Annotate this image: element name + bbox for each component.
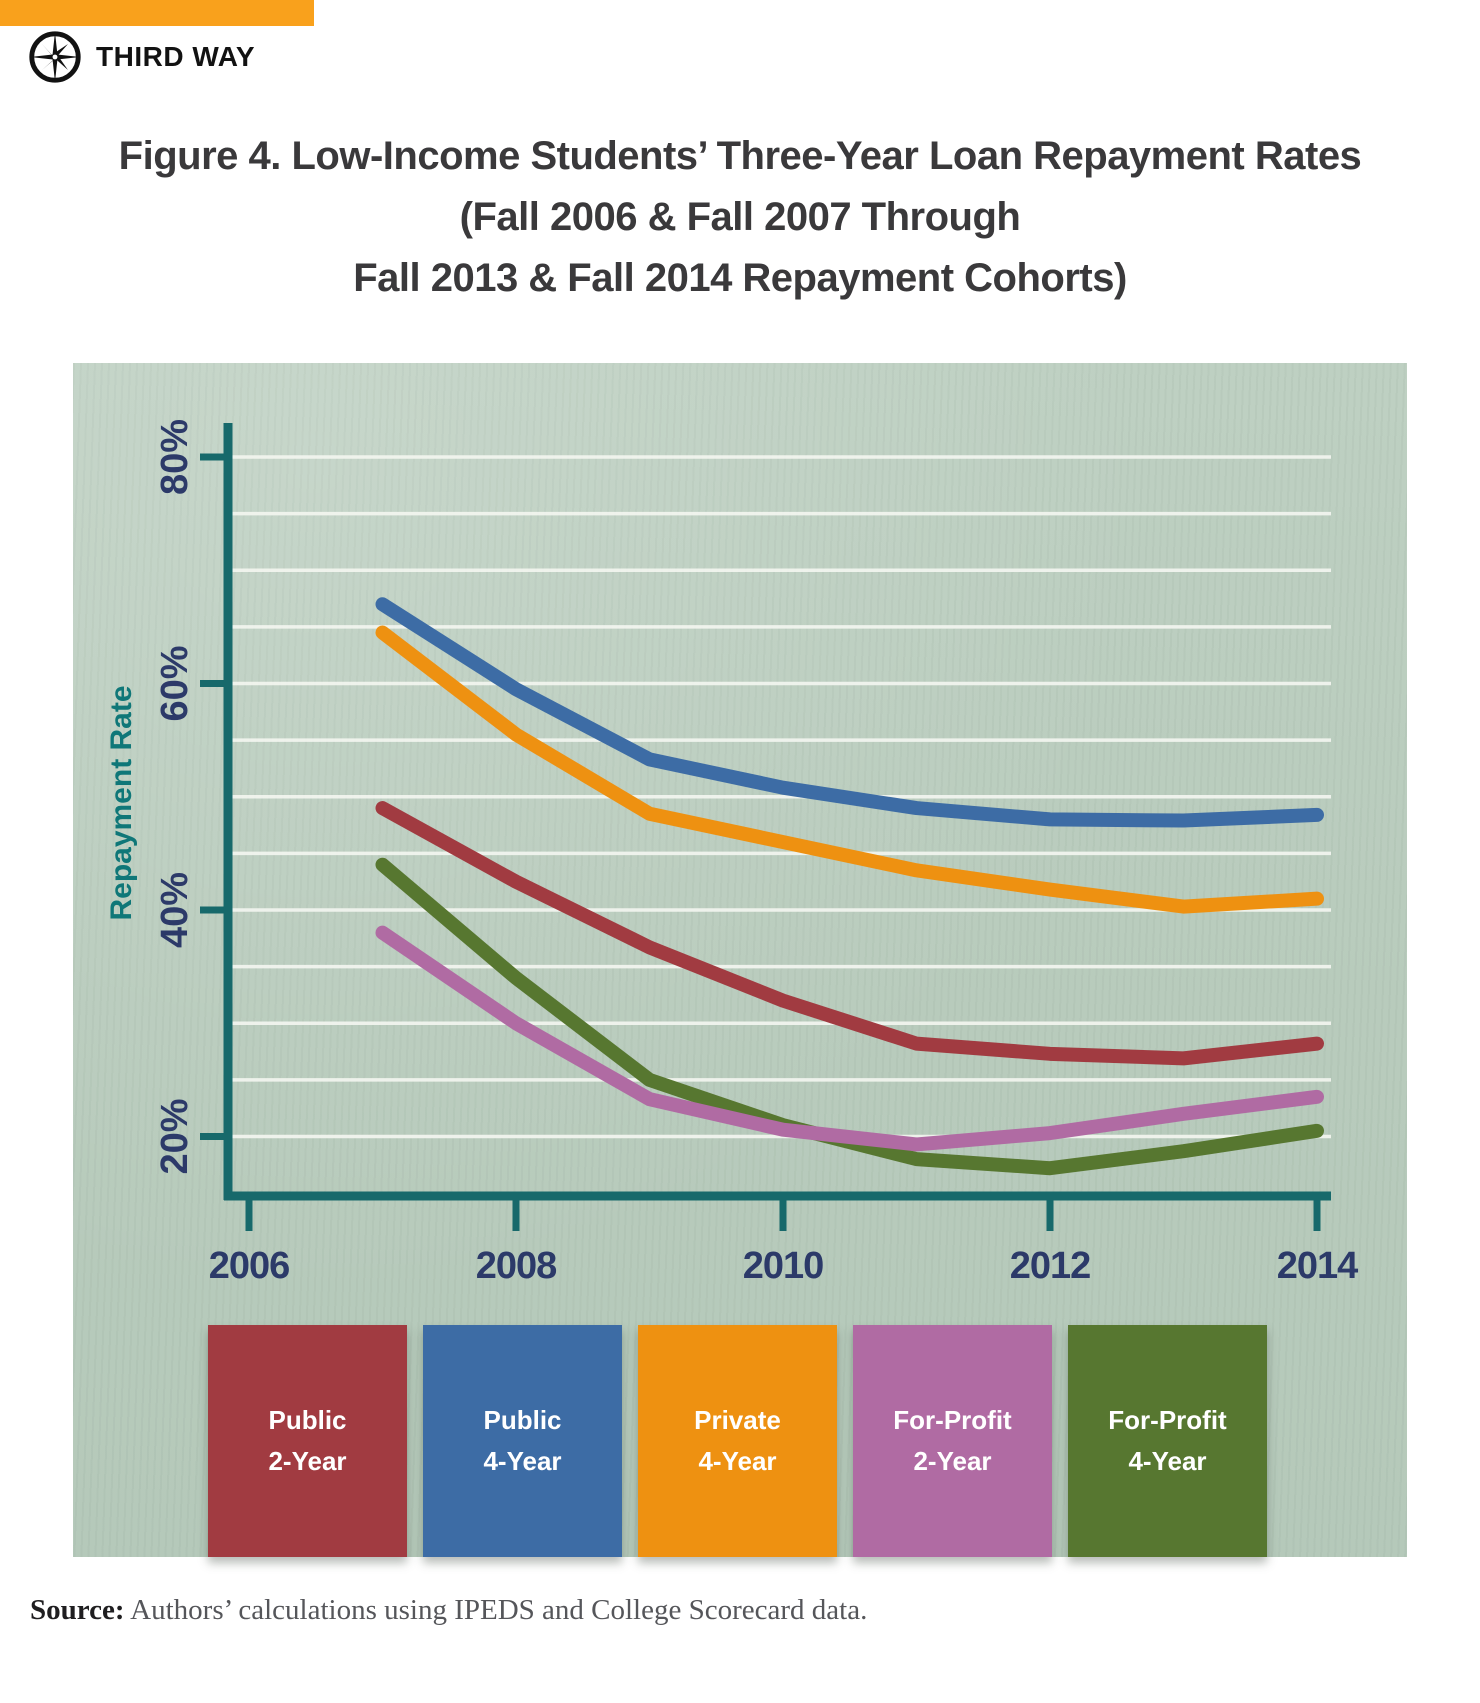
series-line-for-profit-2-year [375, 925, 1324, 1152]
figure-title: Figure 4. Low-Income Students’ Three-Yea… [0, 126, 1480, 309]
source-note: Source: Authors’ calculations using IPED… [30, 1594, 1430, 1627]
x-tick-label-2014: 2014 [1277, 1245, 1358, 1287]
legend-item-public-2-year: Public 2-Year [208, 1325, 407, 1557]
series-line-public-2-year [375, 801, 1324, 1066]
x-tick-label-2010: 2010 [743, 1245, 824, 1287]
figure-title-line3: Fall 2013 & Fall 2014 Repayment Cohorts) [353, 256, 1127, 300]
figure-title-line2: (Fall 2006 & Fall 2007 Through [459, 195, 1021, 239]
chart-panel: 20% 40% 60% 80% 2006 2008 2010 2012 2014 Repaymen… [73, 363, 1407, 1557]
legend-item-label-line1: For-Profit [893, 1405, 1012, 1435]
repayment-rate-line-chart: 20% 40% 60% 80% 2006 2008 2010 2012 2014 Repaymen… [105, 419, 1359, 1287]
y-tick-label-60: 60% [154, 645, 196, 721]
figure-title-line1: Figure 4. Low-Income Students’ Three-Yea… [118, 134, 1362, 178]
chart-legend: Public 2-Year Public 4-Year Private 4-Year For… [208, 1325, 1267, 1557]
x-tick-label-2006: 2006 [209, 1245, 290, 1287]
legend-item-label-line2: 2-Year [268, 1446, 347, 1476]
brand-logo: THIRD WAY [28, 30, 255, 84]
series-line-public-4-year [375, 597, 1324, 828]
x-tick-label-2008: 2008 [476, 1245, 557, 1287]
legend-item-label-line2: 4-Year [1128, 1446, 1207, 1476]
x-tick-label-2012: 2012 [1010, 1245, 1091, 1287]
legend-item-label-line1: Public [268, 1405, 347, 1435]
compass-icon [29, 31, 81, 83]
series-line-private-4-year [375, 625, 1324, 914]
source-text: Authors’ calculations using IPEDS and Co… [124, 1594, 868, 1626]
legend-item-label-line2: 2-Year [913, 1446, 992, 1476]
y-axis-title: Repayment Rate [105, 685, 138, 920]
y-tick-label-20: 20% [154, 1098, 196, 1174]
brand-accent-bar [0, 0, 314, 26]
legend-item-for-profit-4-year: For-Profit 4-Year [1068, 1325, 1267, 1557]
legend-item-label-line1: Private [694, 1405, 781, 1435]
legend-item-private-4-year: Private 4-Year [638, 1325, 837, 1557]
legend-item-label-line1: For-Profit [1108, 1405, 1227, 1435]
y-tick-label-40: 40% [154, 872, 196, 948]
brand-name: THIRD WAY [96, 41, 256, 72]
legend-item-label-line2: 4-Year [698, 1446, 777, 1476]
legend-item-label-line1: Public [483, 1405, 562, 1435]
legend-item-public-4-year: Public 4-Year [423, 1325, 622, 1557]
y-tick-label-80: 80% [154, 419, 196, 495]
legend-item-for-profit-2-year: For-Profit 2-Year [853, 1325, 1052, 1557]
legend-item-label-line2: 4-Year [483, 1446, 562, 1476]
source-label: Source: [30, 1594, 125, 1626]
